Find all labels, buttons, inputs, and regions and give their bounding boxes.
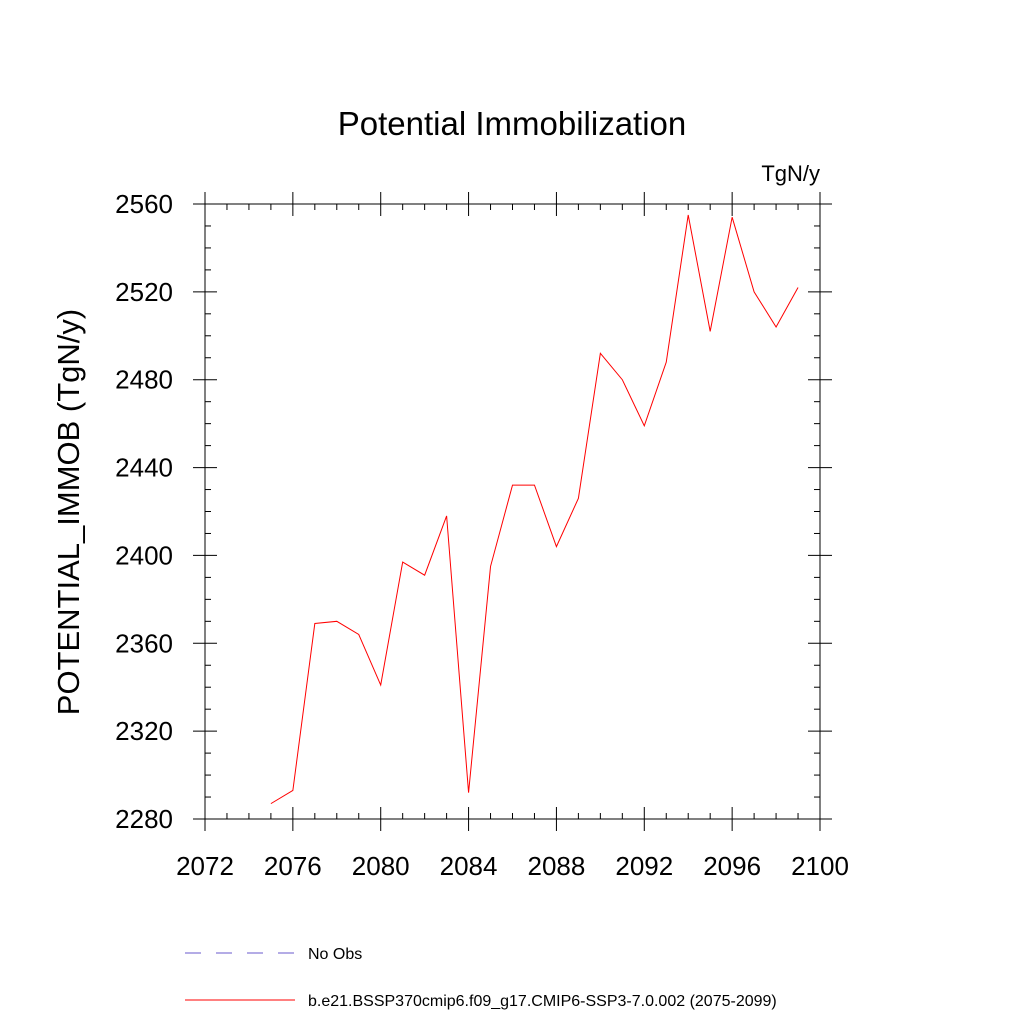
units-label: TgN/y <box>761 161 820 186</box>
x-tick-label: 2076 <box>264 851 322 881</box>
series-line <box>270 214 799 805</box>
series-lines <box>270 214 799 805</box>
x-tick-label: 2096 <box>703 851 761 881</box>
y-tick-label: 2440 <box>115 453 173 483</box>
y-tick-label: 2560 <box>115 189 173 219</box>
y-tick-label: 2360 <box>115 628 173 658</box>
x-tick-labels: 2072 2076 2080 2084 2088 2092 2096 2100 <box>176 851 849 881</box>
y-tick-label: 2520 <box>115 277 173 307</box>
x-tick-label: 2088 <box>528 851 586 881</box>
legend: No Obs b.e21.BSSP370cmip6.f09_g17.CMIP6-S… <box>185 946 777 1010</box>
plot-frame <box>204 203 821 820</box>
y-tick-label: 2320 <box>115 716 173 746</box>
legend-label: No Obs <box>308 946 362 963</box>
y-axis-label: POTENTIAL_IMMOB (TgN/y) <box>51 309 86 715</box>
y-tick-label: 2480 <box>115 365 173 395</box>
legend-label: b.e21.BSSP370cmip6.f09_g17.CMIP6-SSP3-7.… <box>308 993 777 1010</box>
chart-title: Potential Immobilization <box>338 105 687 142</box>
x-tick-label: 2084 <box>440 851 498 881</box>
minor-ticks <box>205 204 820 819</box>
major-ticks <box>193 192 832 831</box>
x-tick-label: 2092 <box>615 851 673 881</box>
x-tick-label: 2100 <box>791 851 849 881</box>
y-tick-labels: 2280 2320 2360 2400 2440 2480 2520 2560 <box>115 189 173 834</box>
y-tick-label: 2400 <box>115 540 173 570</box>
x-tick-label: 2080 <box>352 851 410 881</box>
y-tick-label: 2280 <box>115 804 173 834</box>
x-tick-label: 2072 <box>176 851 234 881</box>
